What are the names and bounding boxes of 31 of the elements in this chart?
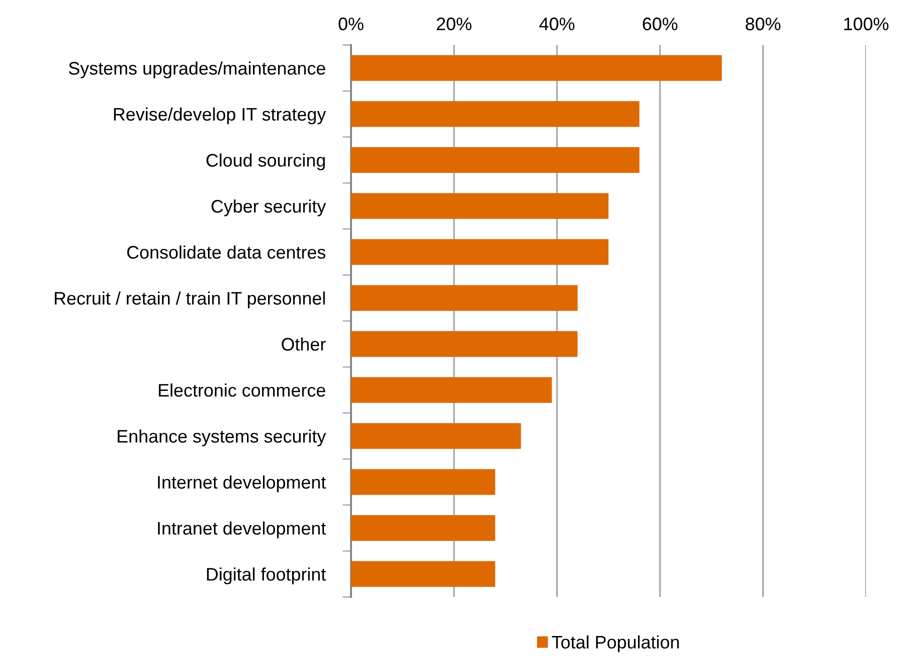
- y-tick-label: Recruit / retain / train IT personnel: [54, 291, 325, 308]
- x-tick-label: 20%: [436, 18, 472, 30]
- x-tick-label: 100%: [844, 18, 888, 30]
- bar: [351, 423, 521, 449]
- bar: [351, 331, 578, 357]
- y-tick-label: Digital footprint: [207, 567, 326, 584]
- bar: [351, 285, 578, 311]
- y-tick-label: Internet development: [158, 475, 326, 492]
- bar: [351, 515, 496, 541]
- legend-label: Total Population: [552, 635, 679, 652]
- bar: [351, 147, 640, 173]
- bar: [351, 55, 722, 81]
- x-tick-label: 40%: [539, 18, 574, 30]
- bar: [351, 101, 640, 127]
- bar: [351, 193, 608, 219]
- y-tick-label: Other: [282, 337, 326, 351]
- y-tick-label: Cloud sourcing: [206, 153, 325, 170]
- y-tick-label: Electronic commerce: [158, 383, 326, 397]
- y-tick-label: Cyber security: [212, 199, 326, 216]
- bar: [351, 239, 608, 265]
- x-tick-label: 60%: [642, 18, 678, 30]
- y-tick-label: Revise/develop IT strategy: [114, 107, 326, 124]
- y-tick-label: Consolidate data centres: [127, 245, 326, 259]
- bar: [351, 561, 496, 587]
- bar: [351, 469, 496, 495]
- y-tick-label: Systems upgrades/maintenance: [68, 61, 326, 78]
- y-tick-label: Intranet development: [158, 521, 326, 538]
- bar: [351, 377, 552, 403]
- x-tick-label: 80%: [746, 18, 780, 30]
- x-tick-label: 0%: [338, 18, 364, 30]
- y-tick-label: Enhance systems security: [118, 429, 326, 446]
